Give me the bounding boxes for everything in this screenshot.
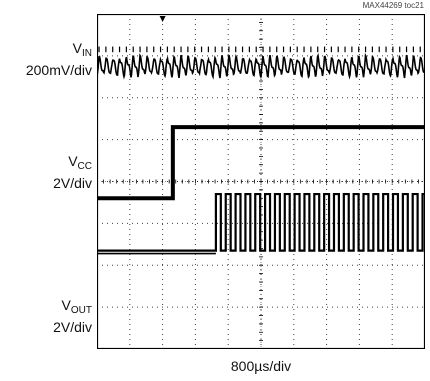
oscilloscope-plot	[97, 14, 425, 349]
vcc-scale: 2V/div	[53, 175, 92, 191]
vout-label: VOUT 2V/div	[0, 297, 92, 335]
vin-symbol: V	[72, 40, 82, 56]
vcc-symbol: V	[68, 153, 78, 169]
vout-trace	[97, 192, 425, 252]
vin-trace	[97, 52, 425, 80]
vout-symbol: V	[61, 297, 71, 313]
trigger-marker	[159, 16, 166, 22]
vout-scale: 2V/div	[53, 319, 92, 335]
vin-scale: 200mV/div	[25, 62, 92, 78]
vout-subscript: OUT	[70, 305, 92, 316]
timebase-label: 800µs/div	[230, 358, 292, 374]
vin-subscript: IN	[82, 48, 92, 59]
figure-id: MAX44269 toc21	[362, 1, 424, 10]
vcc-subscript: CC	[77, 161, 92, 172]
vcc-trace	[97, 125, 425, 201]
vcc-label: VCC 2V/div	[0, 153, 92, 191]
vin-label: VIN 200mV/div	[0, 40, 92, 78]
